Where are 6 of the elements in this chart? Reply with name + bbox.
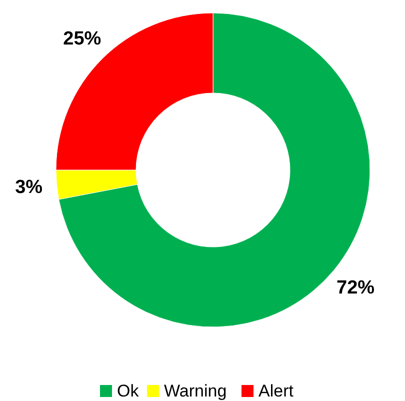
data-label: 25%	[63, 28, 102, 50]
data-label: 3%	[15, 176, 43, 198]
legend-label: Ok	[117, 382, 140, 400]
legend-label: Alert	[258, 382, 294, 400]
data-label: 72%	[336, 277, 375, 298]
legend-label: Warning	[164, 382, 227, 400]
